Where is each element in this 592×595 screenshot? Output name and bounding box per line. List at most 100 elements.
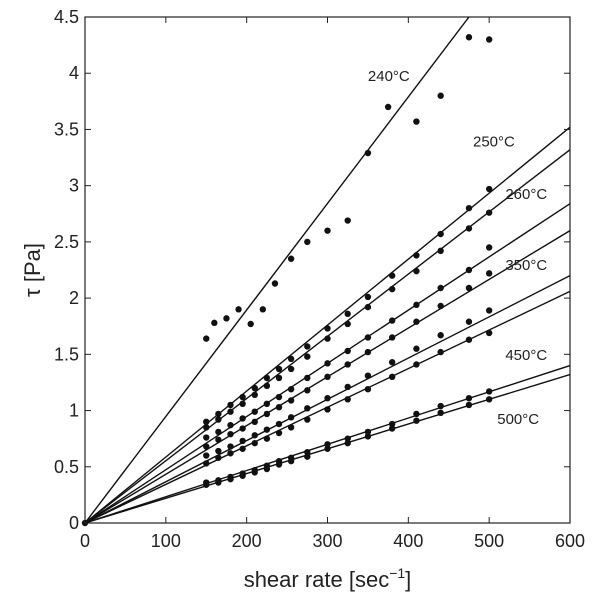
x-tick-label: 100 <box>151 531 181 551</box>
data-point-s4-14 <box>413 301 420 309</box>
annotation-label: 450°C <box>505 347 547 364</box>
data-point-s7-16 <box>465 336 473 343</box>
data-point-s7-17 <box>485 329 493 337</box>
data-point-s9-16 <box>465 401 473 409</box>
x-axis-label: shear rate [sec−1] <box>244 565 412 592</box>
fit-line-2 <box>85 126 570 523</box>
data-point-s3-7 <box>275 374 283 382</box>
data-point-s6-8 <box>287 414 295 421</box>
data-point-s1-3 <box>211 319 218 327</box>
y-tick-label: 1.5 <box>54 344 79 364</box>
data-point-s8-12 <box>364 428 372 436</box>
data-point-s9-15 <box>437 409 444 417</box>
data-point-s4-5 <box>251 408 258 415</box>
y-axis-label: τ [Pa] <box>20 243 45 297</box>
data-point-s5-13 <box>388 334 396 341</box>
data-point-s4-9 <box>304 374 311 382</box>
data-point-s7-5 <box>251 439 258 447</box>
data-point-s8-14 <box>413 410 420 418</box>
data-point-s7-6 <box>263 435 271 442</box>
annotation-label: 500°C <box>497 411 539 428</box>
data-point-s9-5 <box>251 469 258 476</box>
data-point-s7-14 <box>413 361 420 368</box>
x-tick-label: 500 <box>474 531 504 551</box>
data-point-s1-5 <box>235 306 242 313</box>
data-point-s6-6 <box>263 426 271 433</box>
data-point-s7-3 <box>227 450 234 457</box>
data-point-s2-9 <box>304 343 311 350</box>
y-tick-label: 0.5 <box>54 457 79 477</box>
data-point-s9-8 <box>287 457 295 465</box>
data-point-s3-1 <box>203 424 210 431</box>
data-point-s2-12 <box>364 293 372 301</box>
data-points <box>81 34 493 527</box>
data-point-s3-14 <box>413 267 420 275</box>
x-tick-label: 300 <box>312 531 342 551</box>
x-tick-label: 200 <box>232 531 262 551</box>
data-point-s9-3 <box>227 475 234 483</box>
data-point-s5-7 <box>275 403 283 411</box>
data-point-s9-2 <box>215 479 222 486</box>
data-point-s9-13 <box>388 425 396 432</box>
annotation-label: 260°C <box>505 186 547 203</box>
data-point-s1-4 <box>223 315 230 322</box>
data-point-s3-15 <box>437 247 444 255</box>
data-point-s7-15 <box>437 348 444 356</box>
data-point-s4-12 <box>364 334 372 341</box>
data-point-s7-2 <box>215 454 222 461</box>
annotation-label: 350°C <box>505 257 547 274</box>
data-point-s2-15 <box>437 230 444 238</box>
data-point-s6-9 <box>304 405 311 412</box>
data-point-s3-12 <box>364 303 372 311</box>
data-point-s2-8 <box>287 355 295 363</box>
y-tick-label: 1 <box>69 401 79 421</box>
data-point-s5-5 <box>251 418 258 425</box>
x-tick-label: 0 <box>80 531 90 551</box>
data-point-s8-15 <box>437 402 444 410</box>
data-point-s4-4 <box>239 415 246 422</box>
data-point-s1-14 <box>384 103 392 111</box>
data-point-s2-14 <box>413 252 420 259</box>
data-point-s4-10 <box>324 360 331 367</box>
fit-line-1 <box>85 17 470 523</box>
data-point-s1-17 <box>465 34 473 41</box>
data-point-s5-9 <box>304 387 311 394</box>
y-tick-label: 3 <box>69 176 79 196</box>
data-point-s2-5 <box>251 384 258 392</box>
data-point-s4-17 <box>485 244 493 251</box>
data-point-s2-3 <box>227 401 234 409</box>
y-tick-label: 2 <box>69 288 79 308</box>
data-point-s7-11 <box>344 396 351 403</box>
data-point-s9-12 <box>364 433 372 440</box>
data-point-s2-4 <box>239 393 246 401</box>
data-point-s5-14 <box>413 318 420 325</box>
y-tick-label: 4 <box>69 63 79 83</box>
data-point-s2-2 <box>215 410 222 418</box>
data-point-s7-12 <box>364 385 372 393</box>
data-point-s3-8 <box>287 365 295 373</box>
data-point-s7-13 <box>388 373 396 381</box>
data-point-s1-15 <box>413 118 420 125</box>
data-point-s1-11 <box>324 227 331 234</box>
data-point-s6-17 <box>485 307 493 314</box>
data-point-s9-9 <box>304 453 311 460</box>
data-point-s6-1 <box>203 452 210 459</box>
x-tick-label: 600 <box>555 531 585 551</box>
data-point-s5-10 <box>324 373 331 381</box>
data-point-s1-13 <box>364 149 372 157</box>
data-point-s4-16 <box>465 266 473 274</box>
y-tick-label: 3.5 <box>54 119 79 139</box>
y-tick-label: 0 <box>69 513 79 533</box>
data-point-s2-11 <box>344 310 351 318</box>
data-point-s8-10 <box>324 441 331 448</box>
data-point-s5-1 <box>203 443 210 450</box>
data-point-s3-11 <box>344 320 351 328</box>
data-point-s6-3 <box>227 443 234 450</box>
data-point-s2-17 <box>485 185 493 193</box>
data-point-s7-7 <box>275 429 283 437</box>
data-point-s7-4 <box>239 445 246 452</box>
data-point-s4-7 <box>275 393 283 401</box>
data-point-s2-6 <box>263 374 271 382</box>
data-point-s4-13 <box>388 317 396 324</box>
